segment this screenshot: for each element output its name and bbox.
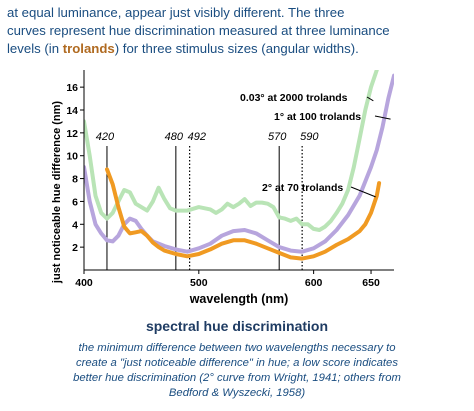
intro-line-1: at equal luminance, appear just visibly … <box>7 5 345 20</box>
trolands-term: trolands <box>62 41 115 56</box>
annotation-label-2-at-70-trolands: 2° at 70 trolands <box>262 182 343 194</box>
series-line-2-at-70-trolands <box>105 167 382 261</box>
y-tick-label-6: 6 <box>72 196 78 208</box>
series-line-1-at-100-trolands <box>84 73 394 254</box>
marker-label-492: 492 <box>188 131 206 143</box>
hue-discrimination-chart: 420 480 492 570 590 2 4 6 8 10 12 14 16 400 500 600 650… <box>51 70 394 306</box>
y-tick-label-8: 8 <box>72 174 78 186</box>
y-axis-title: just noticeable hue difference (nm) <box>51 101 63 284</box>
x-tick-label-650: 650 <box>362 277 380 289</box>
y-tick-label-2: 2 <box>72 242 78 254</box>
plot-background <box>84 70 394 270</box>
annotation-leader-2-at-70-trolands <box>350 186 376 198</box>
caption-line-4: Bedford & Wyszecki, 1958) <box>168 387 306 399</box>
curve-annotations: 0.03° at 2000 trolands 1° at 100 trolands… <box>240 92 391 198</box>
axes: 2 4 6 8 10 12 14 16 400 500 600 650 wavelength (nm) j… <box>51 70 394 306</box>
figure-title: spectral hue discrimination <box>145 318 329 334</box>
y-tick-label-4: 4 <box>72 219 78 231</box>
x-tick-label-500: 500 <box>190 277 208 289</box>
marker-label-480: 480 <box>165 131 184 143</box>
curves <box>84 70 394 261</box>
intro-line-3-post: ) for three stimulus sizes (angular widt… <box>114 41 359 56</box>
marker-label-570: 570 <box>268 131 287 143</box>
y-tick-label-10: 10 <box>66 151 78 163</box>
x-axis-title: wavelength (nm) <box>189 292 289 306</box>
intro-line-2: curves represent hue discrimination meas… <box>7 23 390 38</box>
series-line-0-03-at-2000-trolands <box>84 70 379 232</box>
x-tick-label-600: 600 <box>305 277 323 289</box>
annotation-leader-1-at-100-trolands <box>374 115 391 120</box>
caption-line-2: create a "just noticeable difference" in… <box>75 357 398 369</box>
marker-label-420: 420 <box>96 131 115 143</box>
figure-caption: the minimum difference between two wavel… <box>22 341 452 401</box>
plot-area <box>84 70 394 270</box>
wavelength-markers: 420 480 492 570 590 <box>96 131 319 270</box>
intro-line-3-pre: levels (in <box>7 41 63 56</box>
caption-line-3: better hue discrimination (2° curve from… <box>73 372 401 384</box>
x-tick-label-400: 400 <box>75 277 93 289</box>
y-tick-label-16: 16 <box>66 82 78 94</box>
marker-label-590: 590 <box>300 131 319 143</box>
annotation-label-0-03-at-2000-trolands: 0.03° at 2000 trolands <box>240 92 348 104</box>
y-tick-label-14: 14 <box>66 105 78 117</box>
intro-text: at equal luminance, appear just visibly … <box>7 4 469 58</box>
annotation-label-1-at-100-trolands: 1° at 100 trolands <box>274 111 361 123</box>
y-tick-label-12: 12 <box>66 128 78 140</box>
annotation-leader-0-03-at-2000-trolands <box>366 96 374 102</box>
caption-line-1: the minimum difference between two wavel… <box>78 342 396 354</box>
